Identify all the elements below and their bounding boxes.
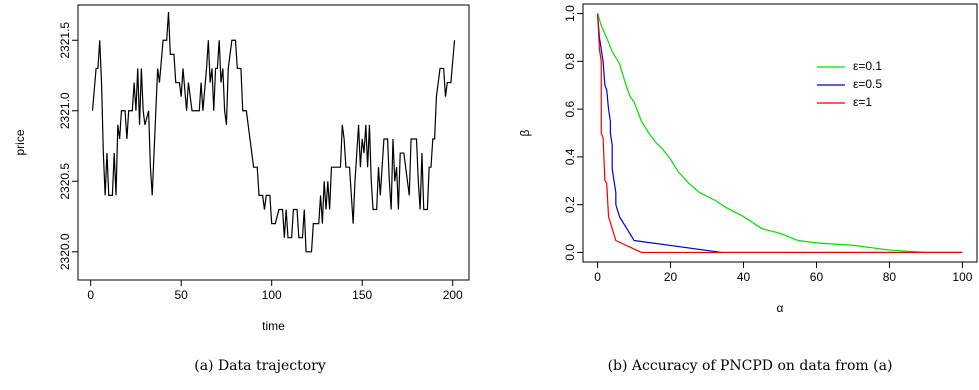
y-tick-label: 0.4 xyxy=(563,148,577,165)
data-line xyxy=(91,12,456,253)
x-tick-label: 60 xyxy=(810,270,824,284)
data-line xyxy=(597,13,963,254)
data-line xyxy=(596,13,963,254)
y-tick-label: 0.2 xyxy=(563,196,577,213)
legend-label: ε=1 xyxy=(853,95,872,109)
caption: (b) Accuracy of PNCPD on data from (a) xyxy=(608,358,893,374)
data-line xyxy=(596,13,963,254)
x-tick-label: 100 xyxy=(262,288,282,302)
y-tick-label: 0.0 xyxy=(563,244,577,261)
x-tick-label: 50 xyxy=(175,288,189,302)
x-tick-label: 100 xyxy=(952,270,972,284)
y-axis-label: price xyxy=(13,129,27,155)
y-tick-label: 2321.0 xyxy=(58,92,72,129)
x-tick-label: 200 xyxy=(443,288,463,302)
x-tick-label: 80 xyxy=(883,270,897,284)
x-tick-label: 40 xyxy=(737,270,751,284)
y-tick-label: 0.8 xyxy=(563,53,577,70)
legend-label: ε=0.5 xyxy=(853,77,882,91)
x-tick-label: 0 xyxy=(87,288,94,302)
plot-box xyxy=(77,4,470,281)
x-axis-label: time xyxy=(262,319,285,333)
y-tick-label: 2321.5 xyxy=(58,22,72,59)
legend-label: ε=0.1 xyxy=(853,59,882,73)
x-tick-label: 0 xyxy=(594,270,601,284)
x-axis-label: α xyxy=(777,301,784,315)
y-tick-label: 2320.5 xyxy=(58,163,72,200)
x-tick-label: 20 xyxy=(664,270,678,284)
plot-box xyxy=(582,3,978,263)
caption: (a) Data trajectory xyxy=(194,358,326,374)
x-tick-label: 150 xyxy=(352,288,372,302)
y-tick-label: 1.0 xyxy=(563,5,577,22)
y-tick-label: 2320.0 xyxy=(58,233,72,270)
y-axis-label: β xyxy=(518,129,532,136)
y-tick-label: 0.6 xyxy=(563,100,577,117)
